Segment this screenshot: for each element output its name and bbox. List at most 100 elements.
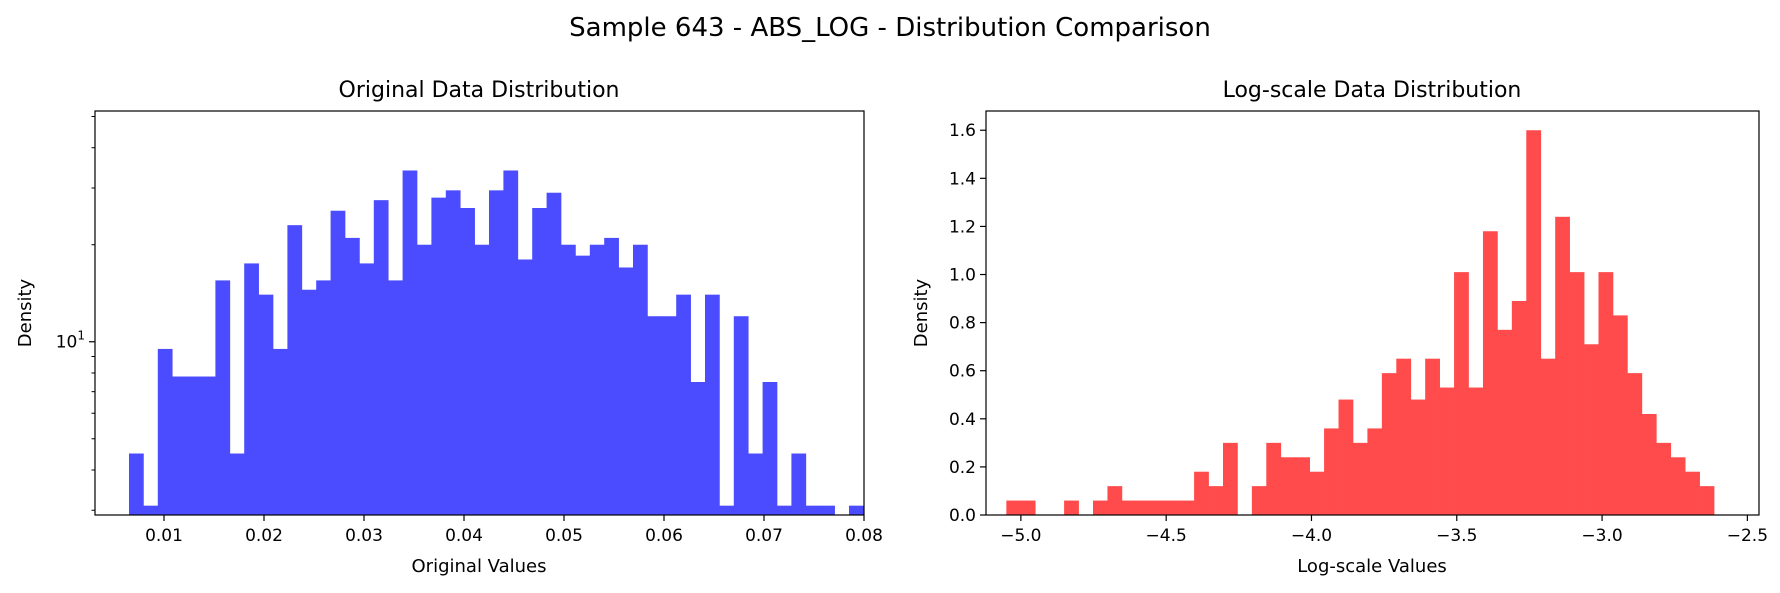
left-histogram-bar — [215, 280, 231, 515]
right-histogram-bar — [1425, 358, 1440, 515]
left-chart: Original Data Distribution 0.01 0.02 0.03 0… — [15, 78, 883, 577]
left-histogram-bar — [676, 294, 691, 515]
right-histogram-bar — [1266, 442, 1282, 515]
right-y-tick-label: 1.0 — [949, 266, 976, 286]
left-histogram-bar — [244, 263, 259, 515]
left-x-tick-label: 0.08 — [845, 526, 883, 546]
right-histogram-bar — [1367, 428, 1383, 515]
right-x-axis-label: Log-scale Values — [1297, 556, 1447, 577]
left-histogram-bar — [503, 170, 519, 515]
right-histogram-bar — [1309, 471, 1325, 515]
right-chart-title: Log-scale Data Distribution — [1223, 78, 1522, 103]
right-histogram-bar — [1482, 231, 1498, 516]
right-histogram-bar — [1612, 315, 1628, 515]
right-y-ticks: 0.0 0.2 0.4 0.6 0.8 1.0 1.2 1.4 1.6 — [949, 121, 986, 526]
right-x-tick-label: −4.5 — [1146, 526, 1187, 546]
left-histogram-bar — [561, 244, 576, 516]
left-histogram-bar — [316, 280, 331, 515]
left-histogram-bar — [690, 382, 706, 515]
left-histogram-bar — [517, 259, 533, 515]
left-histogram-bar — [258, 294, 274, 515]
right-histogram-bar — [1454, 272, 1469, 515]
left-histogram-bar — [359, 263, 375, 515]
right-histogram-bar — [1598, 272, 1614, 515]
right-bars — [1006, 130, 1715, 516]
right-histogram-bar — [1222, 442, 1238, 515]
right-x-tick-label: −5.0 — [1000, 526, 1041, 546]
left-histogram-bar — [604, 237, 619, 515]
right-histogram-bar — [1280, 457, 1296, 515]
right-x-tick-label: −2.5 — [1727, 526, 1768, 546]
right-histogram-bar — [1396, 358, 1412, 515]
right-y-tick-label: 0.4 — [949, 410, 976, 430]
right-histogram-bar — [1338, 399, 1354, 515]
right-histogram-bar — [1555, 216, 1570, 515]
right-histogram-bar — [1208, 486, 1224, 515]
left-y-ticks: 101 — [56, 115, 95, 511]
left-histogram-bar — [748, 453, 763, 515]
left-histogram-bar — [733, 316, 749, 515]
left-x-tick-label: 0.02 — [245, 526, 283, 546]
left-histogram-bar — [575, 255, 591, 515]
left-histogram-bar — [129, 453, 144, 515]
left-histogram-bar — [186, 376, 202, 515]
left-histogram-bar — [647, 316, 663, 515]
right-histogram-bar — [1584, 344, 1599, 515]
right-chart: Log-scale Data Distribution −5.0 −4.5 −4.0… — [911, 78, 1768, 577]
left-histogram-bar — [633, 244, 648, 516]
right-histogram-bar — [1511, 300, 1527, 515]
right-histogram-bar — [1656, 442, 1672, 515]
right-histogram-bar — [1685, 471, 1700, 515]
right-histogram-bar — [1540, 358, 1556, 515]
left-histogram-bar — [345, 237, 360, 515]
right-histogram-bar — [1179, 500, 1195, 515]
left-histogram-bar — [229, 453, 245, 515]
left-histogram-bar — [820, 505, 835, 515]
right-histogram-bar — [1468, 387, 1484, 515]
left-histogram-bar — [417, 244, 432, 516]
right-histogram-bar — [1352, 442, 1368, 515]
right-histogram-bar — [1121, 500, 1137, 515]
left-y-tick-label: 101 — [56, 329, 85, 353]
left-x-tick-label: 0.03 — [345, 526, 383, 546]
left-histogram-bar — [661, 316, 677, 515]
left-histogram-bar — [532, 208, 547, 515]
right-x-ticks: −5.0 −4.5 −4.0 −3.5 −3.0 −2.5 — [1000, 515, 1768, 546]
right-y-tick-label: 1.2 — [949, 217, 976, 237]
left-histogram-bar — [172, 376, 187, 515]
right-x-tick-label: −3.0 — [1581, 526, 1622, 546]
left-x-tick-label: 0.04 — [445, 526, 483, 546]
right-y-tick-label: 1.6 — [949, 121, 976, 141]
left-histogram-bar — [589, 244, 605, 516]
left-histogram-bar — [373, 200, 389, 515]
right-histogram-bar — [1699, 486, 1715, 515]
right-plot-frame — [985, 110, 1760, 516]
right-histogram-bar — [1136, 500, 1152, 515]
left-histogram-bar — [301, 289, 317, 515]
right-histogram-bar — [1064, 500, 1079, 515]
right-y-tick-label: 0.0 — [949, 506, 976, 526]
left-y-tick-exponent: 1 — [77, 329, 85, 343]
right-histogram-bar — [1165, 500, 1180, 515]
left-histogram-bar — [388, 280, 403, 515]
left-x-tick-label: 0.07 — [745, 526, 783, 546]
left-histogram-bar — [719, 505, 735, 515]
right-histogram-bar — [1020, 500, 1036, 515]
left-y-axis-label: Density — [15, 278, 36, 347]
left-histogram-bar — [546, 192, 562, 516]
right-histogram-bar — [1324, 428, 1339, 515]
right-histogram-bar — [1641, 414, 1657, 515]
left-histogram-bar — [791, 453, 807, 515]
left-histogram-bar — [849, 505, 864, 515]
right-histogram-bar — [1670, 457, 1686, 515]
left-bars — [129, 170, 864, 516]
left-histogram-bar — [157, 348, 173, 515]
left-histogram-bar — [287, 225, 303, 516]
right-histogram-bar — [1093, 500, 1108, 515]
left-histogram-bar — [273, 348, 288, 515]
right-histogram-bar — [1295, 457, 1310, 515]
left-histogram-bar — [777, 505, 792, 515]
figure-title: Sample 643 - ABS_LOG - Distribution Comp… — [569, 13, 1211, 43]
right-histogram-bar — [1497, 329, 1513, 515]
